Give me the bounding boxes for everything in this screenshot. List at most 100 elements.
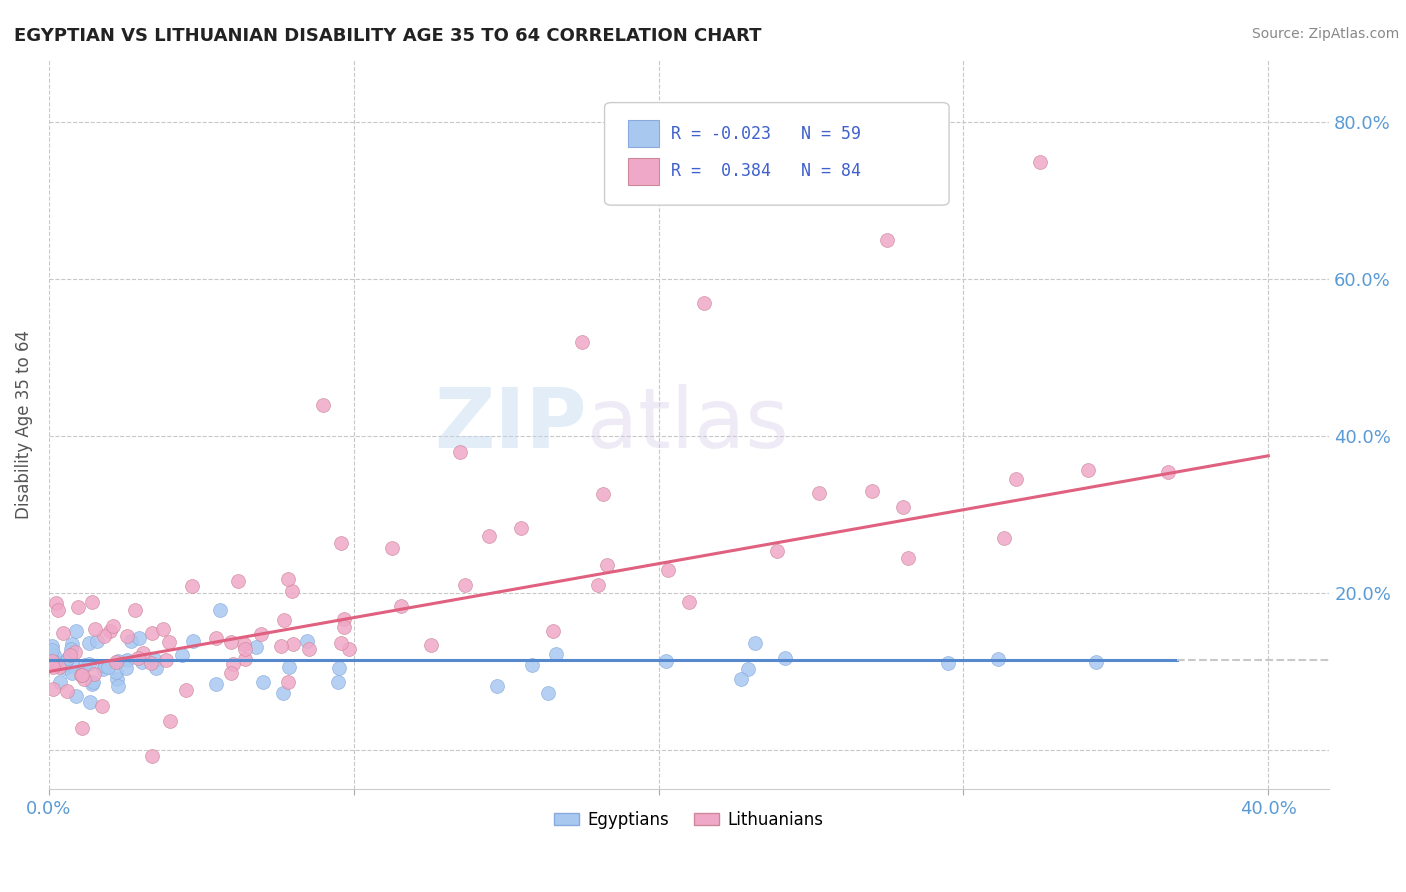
Point	[45, 596, 67, 610]
Point	[205, 631, 228, 645]
Point	[537, 686, 560, 700]
Point	[172, 648, 194, 663]
Point	[107, 679, 129, 693]
Point	[75, 658, 97, 673]
Point	[41, 654, 63, 668]
Point	[128, 631, 150, 645]
Point	[657, 563, 679, 577]
Point	[592, 487, 614, 501]
Point	[145, 653, 167, 667]
Point	[145, 661, 167, 675]
Point	[328, 674, 350, 689]
Point	[94, 658, 117, 673]
Point	[60, 642, 83, 657]
Point	[42, 648, 65, 662]
Text: EGYPTIAN VS LITHUANIAN DISABILITY AGE 35 TO 64 CORRELATION CHART: EGYPTIAN VS LITHUANIAN DISABILITY AGE 35…	[14, 27, 762, 45]
Point	[62, 658, 84, 673]
Point	[312, 398, 335, 412]
Point	[107, 654, 129, 668]
Point	[860, 484, 883, 499]
Point	[152, 622, 174, 636]
Point	[1028, 154, 1050, 169]
Point	[91, 698, 114, 713]
Text: atlas: atlas	[586, 384, 789, 465]
Point	[773, 651, 796, 665]
Point	[41, 653, 63, 667]
Point	[91, 661, 114, 675]
Point	[330, 536, 353, 550]
Point	[1004, 472, 1026, 486]
Point	[72, 672, 94, 686]
Point	[219, 665, 242, 680]
Point	[132, 646, 155, 660]
Point	[60, 665, 83, 680]
Point	[808, 486, 831, 500]
Point	[450, 445, 472, 459]
Point	[329, 636, 352, 650]
Point	[49, 674, 72, 689]
Point	[59, 648, 82, 662]
Point	[41, 639, 63, 653]
Point	[42, 681, 65, 696]
Point	[56, 651, 79, 665]
Point	[46, 603, 69, 617]
Point	[84, 622, 107, 636]
Point	[277, 572, 299, 586]
Point	[56, 684, 79, 698]
Point	[97, 659, 120, 673]
Point	[80, 595, 103, 609]
Point	[52, 626, 75, 640]
Point	[221, 634, 243, 648]
Point	[48, 660, 70, 674]
Point	[478, 529, 501, 543]
Point	[252, 675, 274, 690]
Text: ZIP: ZIP	[434, 384, 586, 465]
Point	[93, 629, 115, 643]
Point	[105, 672, 128, 686]
Point	[79, 695, 101, 709]
Point	[226, 574, 249, 588]
Point	[127, 651, 149, 665]
Point	[115, 652, 138, 666]
Point	[737, 662, 759, 676]
Point	[82, 675, 104, 690]
Point	[131, 656, 153, 670]
Point	[993, 531, 1015, 545]
Point	[141, 626, 163, 640]
Point	[208, 603, 231, 617]
Point	[205, 677, 228, 691]
Point	[65, 689, 87, 703]
Point	[120, 634, 142, 648]
Point	[44, 655, 66, 669]
Point	[86, 634, 108, 648]
Point	[876, 233, 898, 247]
Point	[60, 637, 83, 651]
Point	[270, 639, 292, 653]
Point	[571, 334, 593, 349]
Point	[544, 648, 567, 662]
Point	[586, 577, 609, 591]
Point	[41, 642, 63, 657]
Point	[897, 551, 920, 566]
Point	[543, 624, 565, 639]
Point	[155, 653, 177, 667]
Point	[419, 638, 441, 652]
Point	[936, 657, 959, 671]
Point	[328, 661, 350, 675]
Point	[98, 624, 121, 638]
Point	[233, 637, 256, 651]
Point	[82, 676, 104, 690]
Point	[520, 657, 543, 672]
Y-axis label: Disability Age 35 to 64: Disability Age 35 to 64	[15, 330, 32, 519]
Point	[105, 655, 128, 669]
Point	[101, 619, 124, 633]
Text: R =  0.384   N = 84: R = 0.384 N = 84	[671, 162, 860, 180]
Point	[281, 637, 304, 651]
Point	[1157, 465, 1180, 479]
Point	[221, 657, 243, 671]
Point	[987, 652, 1010, 666]
Point	[596, 558, 619, 573]
Point	[124, 603, 146, 617]
Point	[1085, 656, 1108, 670]
Point	[63, 645, 86, 659]
